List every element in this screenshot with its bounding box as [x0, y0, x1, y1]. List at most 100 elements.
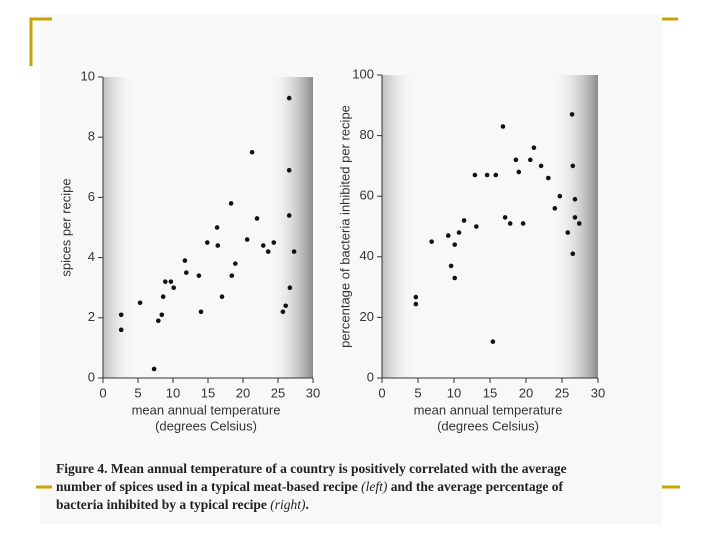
- point: [413, 294, 419, 300]
- y-tick-label: 60: [360, 188, 374, 203]
- point: [137, 300, 143, 306]
- point: [570, 163, 576, 169]
- point: [271, 240, 277, 245]
- point: [565, 230, 571, 235]
- point: [249, 149, 255, 155]
- point: [413, 301, 419, 307]
- point: [228, 201, 234, 206]
- point: [474, 224, 479, 229]
- point: [286, 95, 292, 101]
- point: [531, 145, 537, 151]
- point: [283, 303, 289, 309]
- y-tick-label: 0: [88, 369, 95, 384]
- point: [287, 285, 293, 291]
- x-tick-label: 15: [483, 385, 497, 400]
- corner-mark: [29, 17, 52, 66]
- y-axis-label: spices per recipe: [58, 178, 73, 276]
- point: [198, 309, 204, 315]
- point: [516, 169, 522, 175]
- x-tick-label: 30: [591, 385, 605, 400]
- point: [182, 258, 188, 263]
- point: [229, 273, 235, 278]
- point: [219, 294, 225, 300]
- caption-italic: (right): [270, 497, 306, 512]
- point: [215, 243, 221, 248]
- point: [452, 242, 458, 247]
- point: [557, 193, 563, 199]
- x-tick-label: 5: [134, 385, 141, 400]
- point: [507, 221, 513, 226]
- y-tick-label: 8: [88, 129, 95, 144]
- caption-italic: (left): [361, 479, 388, 494]
- point: [493, 172, 499, 178]
- point: [244, 237, 250, 242]
- y-tick-label: 10: [81, 68, 95, 83]
- point: [569, 112, 575, 117]
- point: [254, 216, 260, 221]
- point: [572, 196, 578, 202]
- shade-band: [266, 77, 313, 378]
- y-tick-label: 80: [360, 127, 374, 142]
- point: [502, 215, 508, 220]
- point: [184, 270, 189, 275]
- point: [168, 279, 174, 284]
- point: [484, 172, 490, 178]
- point: [461, 218, 467, 223]
- y-tick-label: 6: [88, 189, 95, 204]
- point: [576, 221, 582, 226]
- point: [452, 275, 458, 281]
- x-tick-label: 0: [99, 385, 106, 400]
- point: [472, 172, 478, 178]
- point: [159, 312, 165, 318]
- x-tick-label: 25: [555, 385, 569, 400]
- x-tick-label: 10: [166, 385, 180, 400]
- point: [528, 157, 533, 163]
- point: [265, 249, 271, 254]
- caption-text: Mean annual temperature of a country is …: [56, 461, 567, 494]
- point: [445, 233, 451, 238]
- y-tick-label: 100: [352, 66, 374, 81]
- point: [163, 279, 168, 284]
- shade-band: [103, 77, 137, 378]
- y-tick-label: 40: [360, 248, 374, 263]
- shade-band: [382, 75, 417, 378]
- point: [233, 261, 238, 266]
- x-axis-label: mean annual temperature: [414, 402, 563, 417]
- x-axis-label: mean annual temperature: [132, 402, 281, 417]
- x-tick-label: 30: [306, 385, 320, 400]
- point: [520, 221, 526, 226]
- point: [490, 339, 496, 344]
- point: [196, 273, 202, 278]
- point: [513, 157, 519, 163]
- y-axis-label: percentage of bacteria inhibited per rec…: [337, 105, 352, 348]
- point: [546, 175, 551, 181]
- point: [118, 312, 124, 318]
- x-axis-label: (degrees Celsius): [155, 418, 257, 433]
- point: [286, 168, 292, 173]
- y-tick-label: 20: [360, 309, 374, 324]
- x-tick-label: 0: [378, 385, 385, 400]
- point: [171, 285, 176, 291]
- y-tick-label: 2: [88, 309, 95, 324]
- x-axis-label: (degrees Celsius): [437, 418, 539, 433]
- point: [280, 309, 286, 315]
- point: [118, 327, 124, 333]
- x-tick-label: 20: [236, 385, 250, 400]
- point: [214, 225, 220, 230]
- point: [291, 249, 297, 254]
- point: [286, 213, 292, 218]
- point: [151, 366, 157, 372]
- point: [429, 239, 434, 244]
- point: [448, 263, 454, 269]
- point: [205, 240, 210, 245]
- point: [456, 230, 462, 235]
- point: [570, 251, 576, 257]
- shade-band: [550, 75, 598, 378]
- x-tick-label: 5: [414, 385, 421, 400]
- point: [160, 294, 166, 300]
- caption: Figure 4. Mean annual temperature of a c…: [56, 460, 596, 514]
- point: [552, 206, 558, 211]
- y-tick-label: 4: [88, 249, 95, 264]
